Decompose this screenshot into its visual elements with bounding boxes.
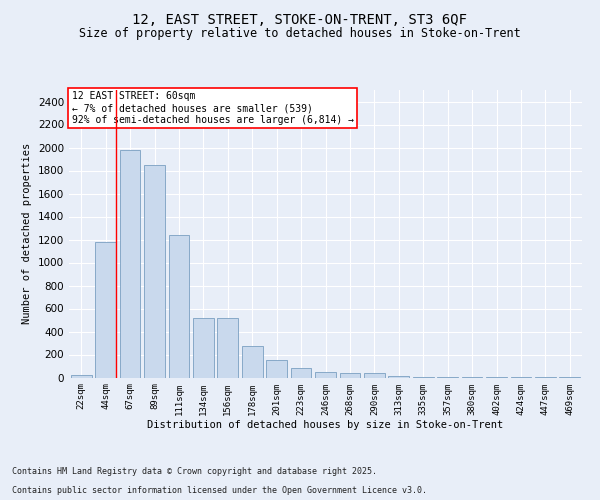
- Bar: [266, 360, 287, 378]
- Bar: [144, 165, 165, 378]
- Bar: [95, 242, 116, 378]
- Y-axis label: Number of detached properties: Number of detached properties: [22, 143, 32, 324]
- Bar: [242, 346, 263, 378]
- Bar: [413, 377, 434, 378]
- Text: Contains HM Land Registry data © Crown copyright and database right 2025.: Contains HM Land Registry data © Crown c…: [12, 467, 377, 476]
- Bar: [290, 368, 311, 378]
- Text: 12, EAST STREET, STOKE-ON-TRENT, ST3 6QF: 12, EAST STREET, STOKE-ON-TRENT, ST3 6QF: [133, 12, 467, 26]
- Bar: [340, 374, 361, 378]
- Bar: [315, 372, 336, 378]
- X-axis label: Distribution of detached houses by size in Stoke-on-Trent: Distribution of detached houses by size …: [148, 420, 503, 430]
- Bar: [364, 374, 385, 378]
- Bar: [71, 375, 92, 378]
- Text: 12 EAST STREET: 60sqm
← 7% of detached houses are smaller (539)
92% of semi-deta: 12 EAST STREET: 60sqm ← 7% of detached h…: [71, 92, 353, 124]
- Text: Contains public sector information licensed under the Open Government Licence v3: Contains public sector information licen…: [12, 486, 427, 495]
- Bar: [119, 150, 140, 378]
- Bar: [217, 318, 238, 378]
- Bar: [169, 235, 190, 378]
- Text: Size of property relative to detached houses in Stoke-on-Trent: Size of property relative to detached ho…: [79, 28, 521, 40]
- Bar: [193, 318, 214, 378]
- Bar: [388, 376, 409, 378]
